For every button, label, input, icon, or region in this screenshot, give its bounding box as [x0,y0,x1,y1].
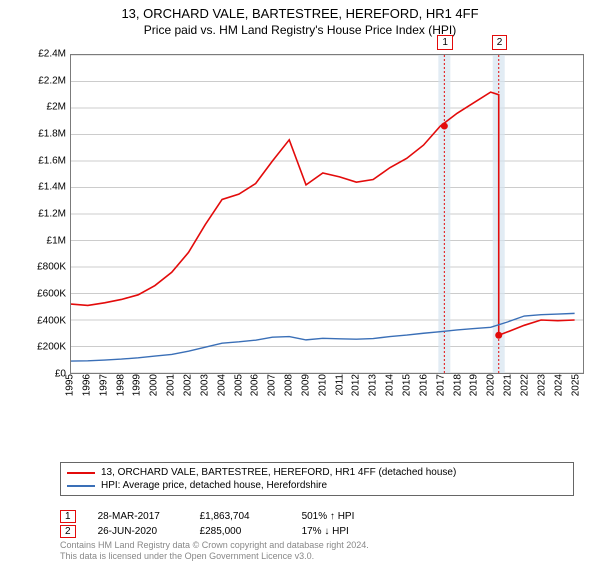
x-tick-label: 2005 [233,374,244,396]
x-tick-label: 2019 [469,374,480,396]
x-tick-label: 2011 [334,374,345,396]
x-tick-label: 2024 [553,374,564,396]
annotation-row: 1 28-MAR-2017 £1,863,704 501% ↑ HPI [60,510,574,523]
y-tick-label: £1.6M [38,155,66,166]
y-tick-label: £2.4M [38,49,66,60]
page-root: 13, ORCHARD VALE, BARTESTREE, HEREFORD, … [0,6,600,566]
x-tick-label: 2000 [149,374,160,396]
x-tick-label: 2012 [351,374,362,396]
x-tick-label: 1997 [98,374,109,396]
annotation-date: 28-MAR-2017 [98,511,178,522]
x-tick-label: 1999 [132,374,143,396]
annotations: 1 28-MAR-2017 £1,863,704 501% ↑ HPI 2 26-JUN-… [60,508,574,538]
x-tick-label: 2022 [520,374,531,396]
x-tick-label: 2003 [199,374,210,396]
chart-subtitle: Price paid vs. HM Land Registry's House … [0,23,600,37]
annotation-badge: 1 [60,510,76,523]
legend-box: 13, ORCHARD VALE, BARTESTREE, HEREFORD, … [60,462,574,496]
x-tick-label: 2010 [317,374,328,396]
x-tick-label: 2008 [284,374,295,396]
x-tick-label: 2018 [452,374,463,396]
plot-area: 12 [70,54,584,374]
x-tick-label: 1995 [65,374,76,396]
x-tick-label: 2014 [385,374,396,396]
x-tick-label: 2015 [402,374,413,396]
annotation-pct: 17% ↓ HPI [302,526,382,537]
x-tick-label: 2025 [570,374,581,396]
legend-swatch [67,485,95,487]
license-text: Contains HM Land Registry data © Crown c… [60,540,574,562]
y-tick-label: £800K [37,262,66,273]
legend: 13, ORCHARD VALE, BARTESTREE, HEREFORD, … [60,462,574,496]
legend-swatch [67,472,95,474]
legend-label: HPI: Average price, detached house, Here… [101,480,327,491]
y-tick-label: £200K [37,342,66,353]
annotation-pct: 501% ↑ HPI [302,511,382,522]
marker-badge: 1 [437,35,453,50]
annotation-badge: 2 [60,525,76,538]
y-tick-label: £400K [37,315,66,326]
legend-label: 13, ORCHARD VALE, BARTESTREE, HEREFORD, … [101,467,456,478]
chart-title: 13, ORCHARD VALE, BARTESTREE, HEREFORD, … [0,6,600,21]
y-tick-label: £1.4M [38,182,66,193]
marker-badge: 2 [492,35,508,50]
y-axis-labels: £0£200K£400K£600K£800K£1M£1.2M£1.4M£1.6M… [36,54,70,374]
annotation-amount: £285,000 [200,526,280,537]
license-line-1: Contains HM Land Registry data © Crown c… [60,540,574,551]
license-line-2: This data is licensed under the Open Gov… [60,551,574,562]
y-tick-label: £2M [47,102,66,113]
y-tick-label: £600K [37,289,66,300]
x-tick-label: 2001 [166,374,177,396]
x-tick-label: 2006 [250,374,261,396]
plot-svg [71,55,583,373]
annotation-amount: £1,863,704 [200,511,280,522]
x-tick-label: 2020 [486,374,497,396]
chart-area: £0£200K£400K£600K£800K£1M£1.2M£1.4M£1.6M… [36,54,584,394]
x-tick-label: 2021 [503,374,514,396]
x-tick-label: 2016 [418,374,429,396]
x-tick-label: 1998 [115,374,126,396]
x-tick-label: 2009 [300,374,311,396]
y-tick-label: £2.2M [38,75,66,86]
y-tick-label: £1M [47,235,66,246]
legend-item: 13, ORCHARD VALE, BARTESTREE, HEREFORD, … [67,466,567,479]
x-tick-label: 1996 [81,374,92,396]
x-tick-label: 2004 [216,374,227,396]
x-tick-label: 2013 [368,374,379,396]
x-tick-label: 2007 [267,374,278,396]
x-tick-label: 2017 [435,374,446,396]
legend-item: HPI: Average price, detached house, Here… [67,479,567,492]
y-tick-label: £1.8M [38,129,66,140]
annotation-date: 26-JUN-2020 [98,526,178,537]
x-axis-labels: 1995199619971998199920002001200220032004… [70,374,584,394]
annotation-row: 2 26-JUN-2020 £285,000 17% ↓ HPI [60,525,574,538]
x-tick-label: 2002 [182,374,193,396]
x-tick-label: 2023 [536,374,547,396]
y-tick-label: £1.2M [38,209,66,220]
